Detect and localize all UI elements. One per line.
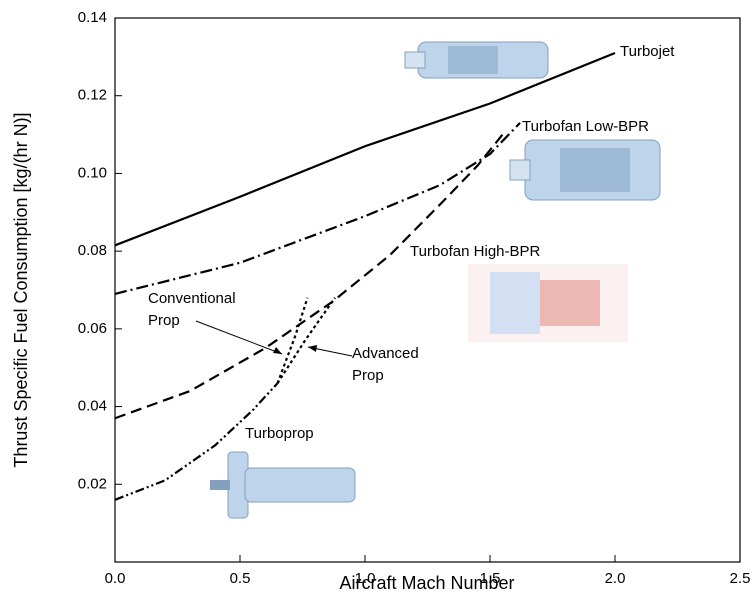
arrowhead [273, 347, 282, 354]
x-tick-label: 0.5 [230, 570, 251, 587]
x-tick-label: 0.0 [105, 570, 126, 587]
arrowhead [308, 345, 317, 352]
page: Aircraft Mach Number Thrust Specific Fue… [0, 0, 755, 595]
x-tick-label: 2.0 [605, 570, 626, 587]
turbofan-low-icon [510, 140, 660, 200]
y-axis-title: Thrust Specific Fuel Consumption [kg/(hr… [11, 112, 31, 467]
x-tick-label: 1.5 [480, 570, 501, 587]
series-label: Turboprop [245, 423, 314, 445]
y-tick-label: 0.12 [78, 87, 107, 104]
y-tick-label: 0.10 [78, 164, 107, 181]
turbojet-icon [405, 42, 548, 78]
turboprop-icon [210, 452, 355, 518]
y-tick-label: 0.14 [78, 9, 107, 26]
series-label: Turbofan Low-BPR [522, 116, 649, 138]
y-tick-label: 0.08 [78, 242, 107, 259]
y-tick-label: 0.02 [78, 475, 107, 492]
series-line [115, 123, 520, 294]
y-tick-label: 0.06 [78, 320, 107, 337]
series-line [278, 298, 308, 383]
series-label: Conventional Prop [148, 288, 248, 332]
y-tick-label: 0.04 [78, 398, 107, 415]
series-label: Turbofan High-BPR [410, 241, 540, 263]
x-tick-label: 1.0 [355, 570, 376, 587]
series-line [115, 135, 503, 419]
series-label: Advanced Prop [352, 343, 432, 387]
series-label: Turbojet [620, 41, 674, 63]
chart: Aircraft Mach Number Thrust Specific Fue… [0, 0, 755, 595]
turbofan-high-icon [468, 264, 628, 342]
series-line [278, 298, 336, 383]
x-tick-label: 2.5 [730, 570, 751, 587]
